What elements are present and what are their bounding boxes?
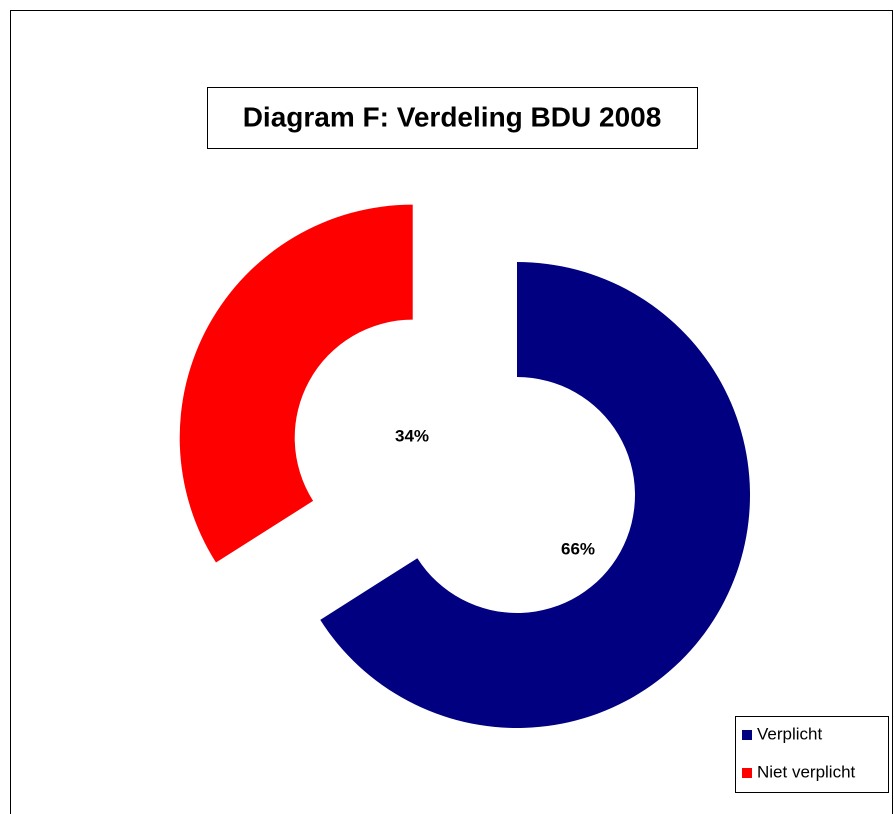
data-label: 66% [561, 539, 595, 558]
legend-box [735, 716, 889, 793]
title-box [207, 87, 698, 149]
donut-slice [179, 204, 413, 563]
legend-label: Verplicht [757, 724, 822, 743]
legend-swatch [742, 730, 752, 740]
legend-swatch [742, 768, 752, 778]
chart-title: Diagram F: Verdeling BDU 2008 [243, 101, 662, 132]
data-label: 34% [395, 426, 429, 445]
legend-label: Niet verplicht [757, 762, 856, 781]
donut-slice [320, 262, 750, 728]
